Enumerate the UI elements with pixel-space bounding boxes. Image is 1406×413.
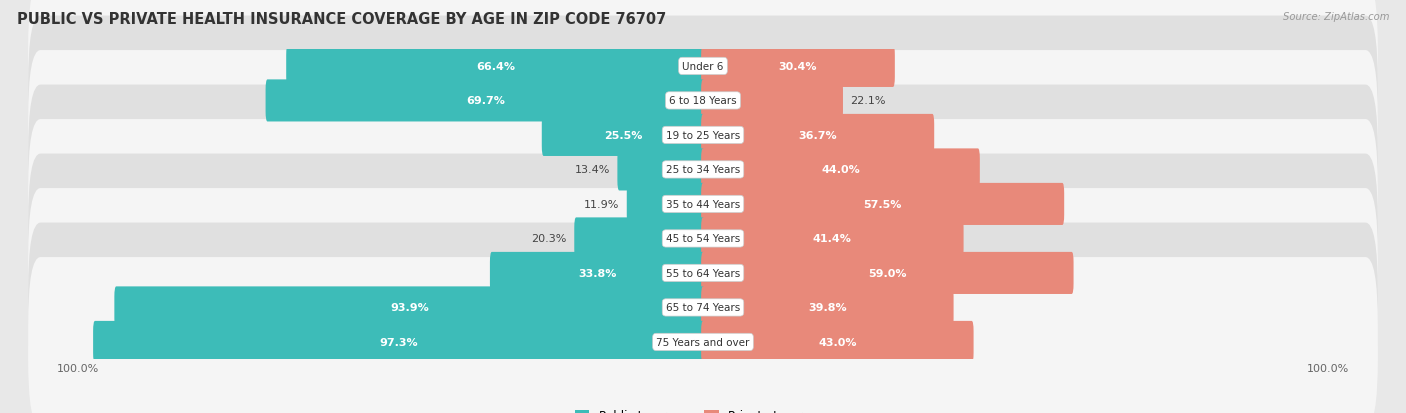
FancyBboxPatch shape: [28, 154, 1378, 323]
FancyBboxPatch shape: [28, 85, 1378, 255]
Text: 25.5%: 25.5%: [605, 131, 643, 140]
FancyBboxPatch shape: [702, 287, 953, 329]
Text: 93.9%: 93.9%: [391, 303, 429, 313]
Text: 33.8%: 33.8%: [578, 268, 617, 278]
FancyBboxPatch shape: [702, 149, 980, 191]
FancyBboxPatch shape: [702, 46, 894, 88]
FancyBboxPatch shape: [702, 252, 1074, 294]
Text: 45 to 54 Years: 45 to 54 Years: [666, 234, 740, 244]
Text: 65 to 74 Years: 65 to 74 Years: [666, 303, 740, 313]
Text: 35 to 44 Years: 35 to 44 Years: [666, 199, 740, 209]
FancyBboxPatch shape: [28, 257, 1378, 413]
FancyBboxPatch shape: [28, 51, 1378, 220]
FancyBboxPatch shape: [702, 183, 1064, 225]
Text: 55 to 64 Years: 55 to 64 Years: [666, 268, 740, 278]
FancyBboxPatch shape: [28, 189, 1378, 358]
Text: 39.8%: 39.8%: [808, 303, 846, 313]
Text: PUBLIC VS PRIVATE HEALTH INSURANCE COVERAGE BY AGE IN ZIP CODE 76707: PUBLIC VS PRIVATE HEALTH INSURANCE COVER…: [17, 12, 666, 27]
FancyBboxPatch shape: [266, 80, 704, 122]
FancyBboxPatch shape: [541, 114, 704, 157]
Text: Source: ZipAtlas.com: Source: ZipAtlas.com: [1282, 12, 1389, 22]
Text: 66.4%: 66.4%: [477, 62, 515, 72]
Text: 20.3%: 20.3%: [531, 234, 567, 244]
Text: 59.0%: 59.0%: [868, 268, 907, 278]
FancyBboxPatch shape: [28, 120, 1378, 289]
Text: 22.1%: 22.1%: [851, 96, 886, 106]
FancyBboxPatch shape: [702, 321, 973, 363]
Text: 75 Years and over: 75 Years and over: [657, 337, 749, 347]
FancyBboxPatch shape: [617, 149, 704, 191]
Text: 19 to 25 Years: 19 to 25 Years: [666, 131, 740, 140]
FancyBboxPatch shape: [287, 46, 704, 88]
Legend: Public Insurance, Private Insurance: Public Insurance, Private Insurance: [575, 408, 831, 413]
Text: 6 to 18 Years: 6 to 18 Years: [669, 96, 737, 106]
Text: 36.7%: 36.7%: [799, 131, 837, 140]
FancyBboxPatch shape: [114, 287, 704, 329]
Text: 13.4%: 13.4%: [575, 165, 610, 175]
FancyBboxPatch shape: [627, 183, 704, 225]
Text: 11.9%: 11.9%: [583, 199, 619, 209]
FancyBboxPatch shape: [28, 0, 1378, 152]
Text: 69.7%: 69.7%: [465, 96, 505, 106]
FancyBboxPatch shape: [702, 80, 844, 122]
Text: 41.4%: 41.4%: [813, 234, 852, 244]
Text: 97.3%: 97.3%: [380, 337, 419, 347]
Text: 57.5%: 57.5%: [863, 199, 901, 209]
Text: 30.4%: 30.4%: [779, 62, 817, 72]
FancyBboxPatch shape: [574, 218, 704, 260]
FancyBboxPatch shape: [702, 218, 963, 260]
Text: 43.0%: 43.0%: [818, 337, 856, 347]
Text: Under 6: Under 6: [682, 62, 724, 72]
Text: 25 to 34 Years: 25 to 34 Years: [666, 165, 740, 175]
FancyBboxPatch shape: [28, 17, 1378, 186]
FancyBboxPatch shape: [93, 321, 704, 363]
FancyBboxPatch shape: [702, 114, 934, 157]
FancyBboxPatch shape: [28, 223, 1378, 392]
FancyBboxPatch shape: [489, 252, 704, 294]
Text: 44.0%: 44.0%: [821, 165, 860, 175]
